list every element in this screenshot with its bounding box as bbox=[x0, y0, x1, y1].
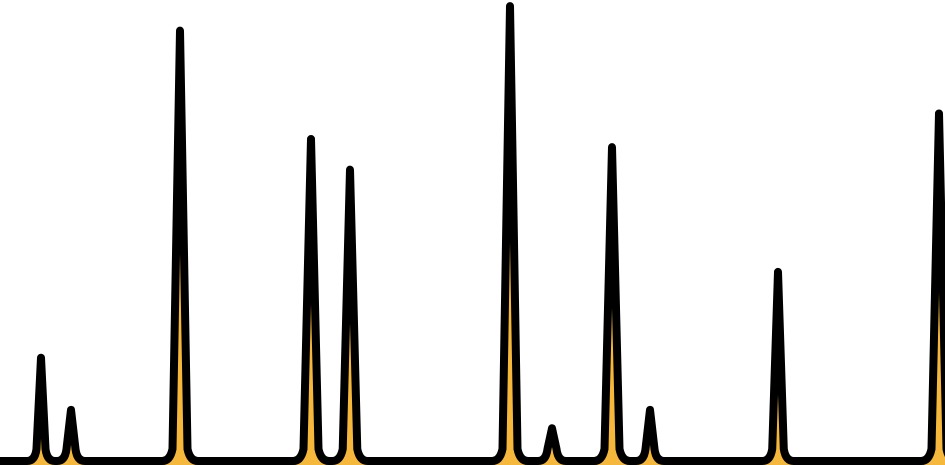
peaks-layer bbox=[26, 6, 945, 465]
